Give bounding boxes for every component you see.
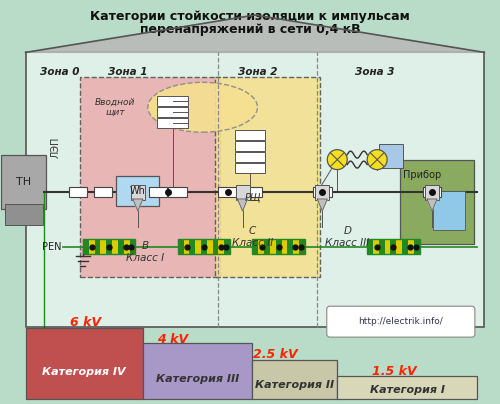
FancyBboxPatch shape — [252, 240, 258, 255]
FancyBboxPatch shape — [299, 240, 305, 255]
FancyBboxPatch shape — [4, 204, 43, 225]
Ellipse shape — [148, 82, 258, 132]
FancyBboxPatch shape — [379, 240, 384, 255]
FancyBboxPatch shape — [1, 155, 46, 209]
FancyBboxPatch shape — [26, 328, 143, 399]
FancyBboxPatch shape — [218, 187, 237, 197]
FancyBboxPatch shape — [288, 240, 293, 255]
Text: PEN: PEN — [42, 242, 62, 252]
FancyBboxPatch shape — [378, 144, 403, 168]
Text: Категории стойкости изоляции к импульсам: Категории стойкости изоляции к импульсам — [90, 10, 410, 23]
FancyBboxPatch shape — [234, 152, 266, 162]
Text: ЛЭП: ЛЭП — [50, 137, 60, 158]
FancyBboxPatch shape — [252, 240, 305, 255]
FancyBboxPatch shape — [143, 343, 252, 399]
Text: Зона 1: Зона 1 — [108, 67, 148, 77]
Text: Wh: Wh — [130, 186, 146, 196]
FancyBboxPatch shape — [158, 107, 188, 117]
FancyBboxPatch shape — [367, 240, 373, 255]
FancyBboxPatch shape — [367, 240, 420, 255]
Polygon shape — [238, 199, 248, 211]
FancyBboxPatch shape — [212, 240, 218, 255]
FancyBboxPatch shape — [190, 240, 195, 255]
FancyBboxPatch shape — [400, 160, 474, 244]
Text: ТН: ТН — [16, 177, 31, 187]
FancyBboxPatch shape — [414, 240, 420, 255]
FancyBboxPatch shape — [234, 130, 266, 140]
FancyBboxPatch shape — [158, 118, 188, 128]
FancyBboxPatch shape — [130, 240, 136, 255]
Text: Категория II: Категория II — [256, 381, 334, 391]
FancyBboxPatch shape — [168, 187, 187, 197]
Text: В
Класс I: В Класс I — [126, 241, 164, 263]
Polygon shape — [26, 15, 484, 53]
FancyBboxPatch shape — [158, 96, 188, 106]
Text: Прибор: Прибор — [403, 170, 441, 179]
FancyBboxPatch shape — [313, 187, 332, 197]
Polygon shape — [133, 199, 143, 211]
FancyBboxPatch shape — [402, 240, 408, 255]
Text: перенапряжений в сети 0,4 кВ: перенапряжений в сети 0,4 кВ — [140, 23, 360, 36]
FancyBboxPatch shape — [264, 240, 270, 255]
FancyBboxPatch shape — [215, 77, 320, 277]
Text: Категория IV: Категория IV — [42, 366, 126, 377]
FancyBboxPatch shape — [434, 191, 466, 230]
FancyBboxPatch shape — [390, 240, 396, 255]
FancyBboxPatch shape — [26, 53, 484, 327]
Text: Зона 3: Зона 3 — [355, 67, 395, 77]
FancyBboxPatch shape — [106, 240, 112, 255]
FancyBboxPatch shape — [94, 240, 100, 255]
Text: D
Класс III: D Класс III — [325, 226, 370, 248]
FancyBboxPatch shape — [178, 240, 230, 255]
FancyBboxPatch shape — [69, 187, 87, 197]
Text: Категория I: Категория I — [370, 385, 444, 395]
Text: Зона 2: Зона 2 — [238, 67, 277, 77]
FancyBboxPatch shape — [118, 240, 124, 255]
FancyBboxPatch shape — [252, 360, 338, 399]
FancyBboxPatch shape — [423, 187, 441, 197]
Text: 2.5 kV: 2.5 kV — [252, 347, 297, 361]
FancyBboxPatch shape — [327, 306, 475, 337]
FancyBboxPatch shape — [94, 187, 112, 197]
FancyBboxPatch shape — [234, 141, 266, 151]
Circle shape — [328, 149, 347, 170]
FancyBboxPatch shape — [201, 240, 207, 255]
FancyBboxPatch shape — [316, 185, 330, 200]
FancyBboxPatch shape — [148, 187, 167, 197]
Text: 6 kV: 6 kV — [70, 316, 101, 329]
Text: РЩ: РЩ — [244, 192, 260, 202]
Circle shape — [367, 149, 387, 170]
FancyBboxPatch shape — [276, 240, 281, 255]
FancyBboxPatch shape — [131, 185, 145, 200]
FancyBboxPatch shape — [236, 185, 250, 200]
FancyBboxPatch shape — [178, 240, 184, 255]
Text: Зона 0: Зона 0 — [40, 67, 79, 77]
FancyBboxPatch shape — [234, 163, 266, 173]
FancyBboxPatch shape — [244, 187, 262, 197]
FancyBboxPatch shape — [224, 240, 230, 255]
Text: 4 kV: 4 kV — [157, 332, 188, 345]
Text: http://electrik.info/: http://electrik.info/ — [358, 317, 443, 326]
Text: С
Класс II: С Класс II — [232, 226, 273, 248]
FancyBboxPatch shape — [425, 185, 439, 200]
FancyBboxPatch shape — [83, 240, 136, 255]
FancyBboxPatch shape — [116, 176, 160, 206]
Polygon shape — [318, 199, 328, 211]
Text: 1.5 kV: 1.5 kV — [372, 365, 417, 378]
FancyBboxPatch shape — [80, 77, 220, 277]
Text: Категория III: Категория III — [156, 374, 240, 384]
FancyBboxPatch shape — [338, 376, 477, 399]
Polygon shape — [427, 199, 437, 211]
FancyBboxPatch shape — [83, 240, 89, 255]
Text: Вводной
щит: Вводной щит — [95, 97, 136, 117]
